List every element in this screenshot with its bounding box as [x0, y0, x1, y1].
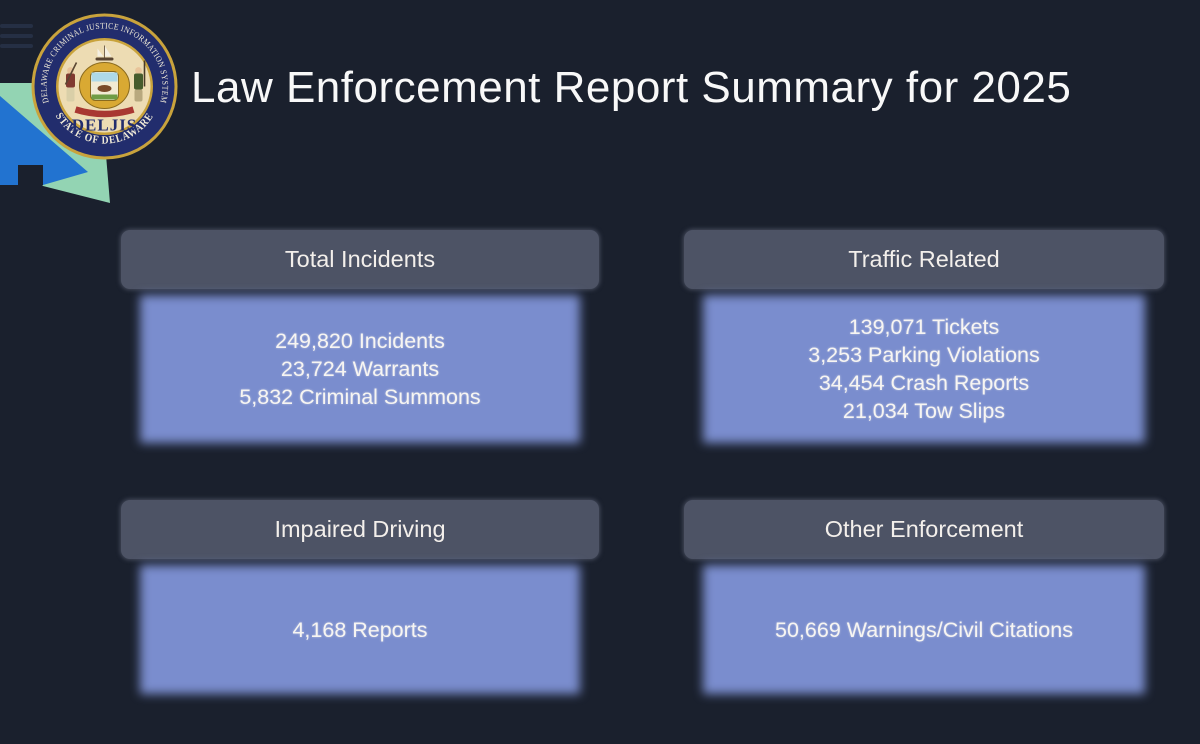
- card-title: Traffic Related: [848, 246, 1000, 272]
- card-body-total-incidents: 249,820 Incidents 23,724 Warrants 5,832 …: [142, 297, 578, 441]
- militiaman-figure: [134, 60, 146, 102]
- ship-icon: [95, 45, 114, 61]
- stat-line: 21,034 Tow Slips: [842, 399, 1006, 423]
- card-total-incidents: Total Incidents 249,820 Incidents 23,724…: [121, 230, 599, 441]
- card-body-impaired-driving: 4,168 Reports: [142, 567, 578, 692]
- hamburger-icon: [0, 44, 33, 48]
- seal-center-label: DELJIS: [72, 116, 138, 135]
- stat-line: 249,820 Incidents: [275, 329, 445, 353]
- triangle-notch-decoration: [18, 165, 43, 185]
- deljis-logo: DELAWARE CRIMINAL JUSTICE INFORMATION SY…: [0, 13, 178, 203]
- shield-icon: [90, 71, 119, 101]
- stat-line: 139,071 Tickets: [848, 315, 1000, 339]
- hamburger-icon: [0, 34, 33, 38]
- stat-line: 3,253 Parking Violations: [808, 343, 1040, 367]
- card-header-traffic-related: Traffic Related: [684, 230, 1164, 289]
- card-title: Impaired Driving: [274, 516, 446, 542]
- farmer-figure: [64, 62, 78, 102]
- card-traffic-related: Traffic Related 139,071 Tickets 3,253 Pa…: [684, 230, 1164, 441]
- card-impaired-driving: Impaired Driving 4,168 Reports: [121, 500, 599, 692]
- card-header-total-incidents: Total Incidents: [121, 230, 599, 289]
- menu-button[interactable]: [0, 24, 34, 54]
- deljis-seal: DELAWARE CRIMINAL JUSTICE INFORMATION SY…: [31, 13, 178, 160]
- stat-line: 4,168 Reports: [292, 617, 428, 642]
- stat-line: 50,669 Warnings/Civil Citations: [775, 617, 1073, 642]
- card-body-traffic-related: 139,071 Tickets 3,253 Parking Violations…: [705, 297, 1143, 441]
- card-body-other-enforcement: 50,669 Warnings/Civil Citations: [705, 567, 1143, 692]
- stat-line: 5,832 Criminal Summons: [239, 385, 481, 409]
- card-other-enforcement: Other Enforcement 50,669 Warnings/Civil …: [684, 500, 1164, 692]
- card-title: Other Enforcement: [824, 516, 1024, 542]
- seal-coat-of-arms: [64, 45, 146, 118]
- card-title: Total Incidents: [284, 246, 436, 272]
- stat-line: 23,724 Warrants: [280, 357, 440, 381]
- blue-triangle-decoration: [0, 96, 88, 185]
- page-title: Law Enforcement Report Summary for 2025: [191, 63, 1072, 112]
- hamburger-icon: [0, 24, 33, 28]
- motto-ribbon: [74, 106, 135, 118]
- stat-line: 34,454 Crash Reports: [818, 371, 1030, 395]
- card-header-other-enforcement: Other Enforcement: [684, 500, 1164, 559]
- card-header-impaired-driving: Impaired Driving: [121, 500, 599, 559]
